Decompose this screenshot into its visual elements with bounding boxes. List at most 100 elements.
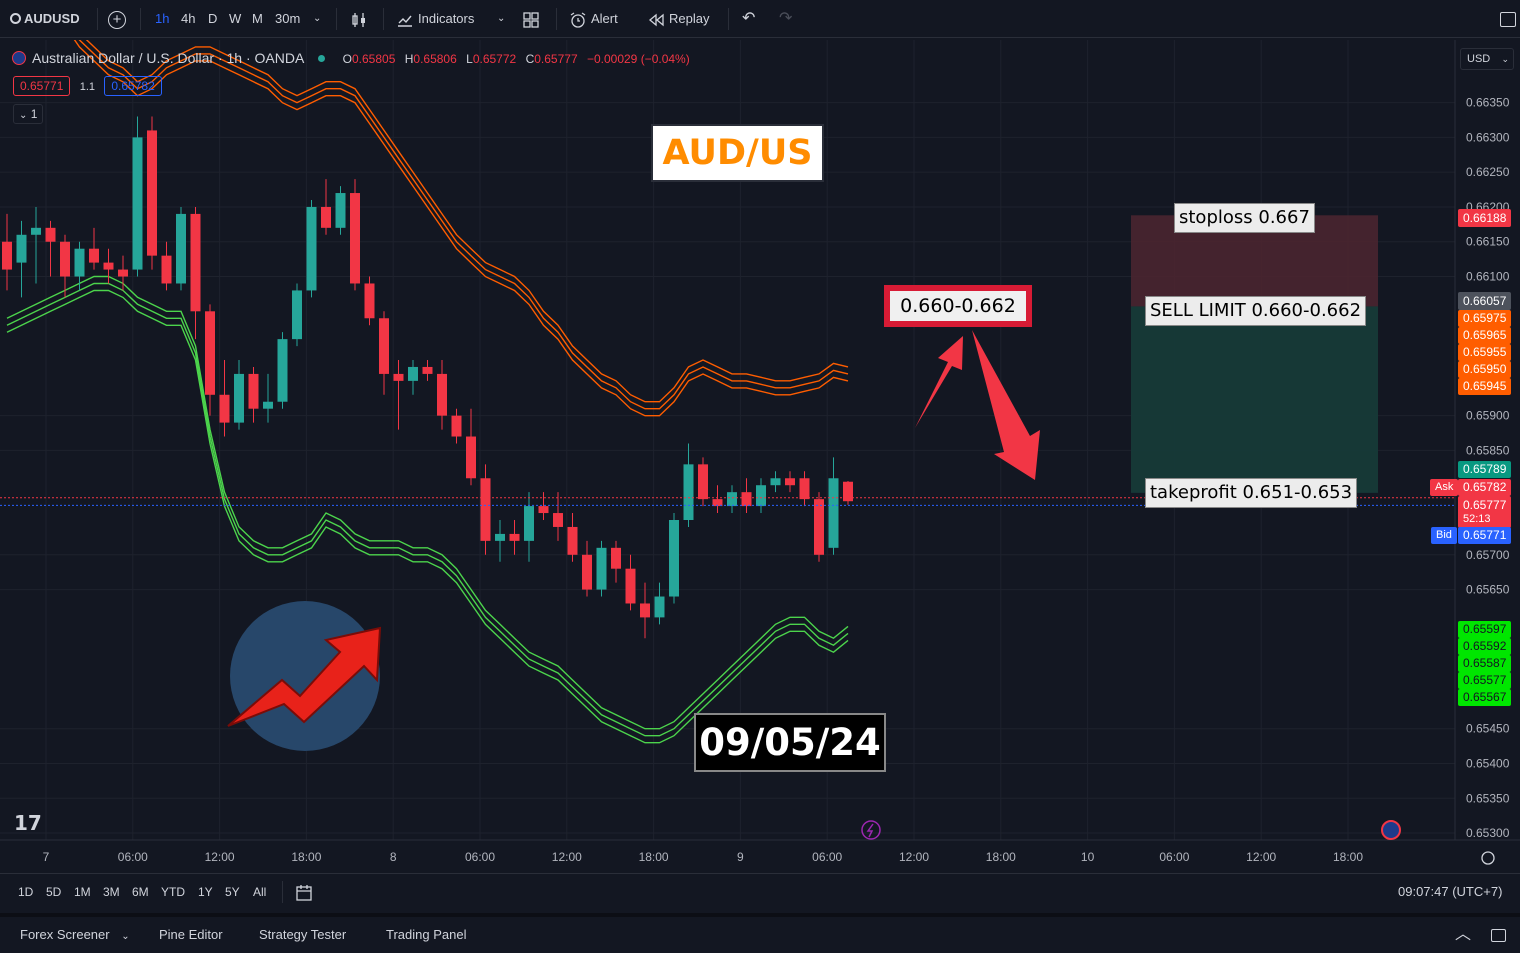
range-5y[interactable]: 5Y	[225, 885, 240, 899]
high-value: 0.65806	[413, 52, 457, 66]
interval-dropdown-chevron-icon[interactable]: ⌄	[313, 13, 322, 24]
maximize-panel-button[interactable]	[1491, 917, 1506, 953]
interval-d[interactable]: D	[208, 11, 218, 26]
chevron-down-icon: ⌄	[1501, 54, 1509, 64]
candle	[727, 485, 737, 514]
symbol-title[interactable]: Australian Dollar / U.S. Dollar · 1h · O…	[32, 50, 305, 66]
time-tick-label: 18:00	[639, 850, 669, 864]
lower-band-label-4: 0.65577	[1458, 672, 1512, 689]
redo-button[interactable]: ↷	[779, 0, 792, 38]
range-5d[interactable]: 5D	[46, 885, 62, 899]
stoploss-price-label: 0.66188	[1458, 209, 1512, 227]
bar-countdown: 52:13	[1463, 513, 1491, 525]
replay-label: Replay	[669, 11, 710, 26]
candle	[843, 481, 853, 505]
interval-1h[interactable]: 1h	[155, 11, 170, 26]
replay-button[interactable]: Replay	[647, 0, 709, 38]
open-value: 0.65805	[352, 52, 396, 66]
candle	[306, 200, 317, 298]
candle	[611, 540, 621, 583]
tab-forex-screener[interactable]: Forex Screener ⌄	[20, 917, 130, 953]
settings-gear-icon[interactable]	[1481, 851, 1495, 865]
interval-w[interactable]: W	[229, 11, 242, 26]
tab-trading-panel[interactable]: Trading Panel	[386, 927, 467, 942]
price-tick-label: 0.65300	[1466, 826, 1510, 840]
currency-label: USD	[1467, 53, 1491, 65]
clock-timezone[interactable]: 09:07:47 (UTC+7)	[1398, 884, 1503, 899]
interval-30m[interactable]: 30m	[275, 11, 301, 26]
candle	[451, 408, 462, 444]
indicators-button[interactable]: Indicators	[396, 0, 474, 38]
lightning-icon[interactable]	[861, 820, 881, 840]
bollinger-bands	[6, 40, 849, 744]
candle-body	[74, 248, 85, 277]
layouts-button[interactable]	[522, 0, 540, 38]
indicators-label: Indicators	[418, 11, 475, 26]
range-1d[interactable]: 1D	[18, 885, 34, 899]
range-6m[interactable]: 6M	[132, 885, 149, 899]
candle	[567, 513, 578, 562]
time-tick-label: 12:00	[899, 850, 929, 864]
range-all[interactable]: All	[253, 885, 267, 899]
time-tick-label: 7	[43, 850, 50, 864]
close-label: C	[525, 52, 535, 66]
candle-body	[582, 554, 592, 590]
takeprofit-annotation[interactable]: takeprofit 0.651-0.653	[1145, 478, 1358, 508]
candle	[263, 373, 273, 423]
pair-annotation[interactable]: AUD/US	[651, 124, 824, 182]
candle	[683, 443, 694, 527]
range-ytd[interactable]: YTD	[161, 885, 185, 899]
date-annotation[interactable]: 09/05/24	[694, 713, 886, 772]
range-1y[interactable]: 1Y	[198, 885, 213, 899]
entry-zone-annotation[interactable]: 0.660-0.662	[884, 285, 1032, 327]
candles	[2, 116, 853, 639]
undo-button[interactable]: ↶	[742, 0, 755, 38]
candle-body	[103, 262, 114, 270]
sell-limit-annotation[interactable]: SELL LIMIT 0.660-0.662	[1145, 296, 1367, 326]
currency-selector[interactable]: USD ⌄	[1460, 48, 1514, 70]
lower-band-label-3: 0.65587	[1458, 655, 1512, 672]
range-1m[interactable]: 1M	[74, 885, 91, 899]
indicators-dropdown-chevron-icon[interactable]: ⌄	[497, 13, 506, 24]
alert-button[interactable]: Alert	[569, 0, 618, 38]
bid-price-label: 0.65771	[1458, 527, 1512, 544]
tab-pine-editor[interactable]: Pine Editor	[159, 927, 223, 942]
candle	[422, 360, 433, 381]
open-label: O	[342, 52, 352, 66]
indicators-collapse-button[interactable]: ⌄ 1	[13, 104, 44, 124]
candle-body	[669, 520, 679, 597]
tab-strategy-tester[interactable]: Strategy Tester	[259, 927, 347, 942]
redo-icon: ↷	[779, 10, 793, 27]
candle	[161, 241, 172, 291]
goto-date-button[interactable]	[295, 874, 313, 910]
candle-body	[364, 283, 375, 319]
expand-panel-button[interactable]: ︿	[1455, 917, 1471, 953]
bid-tag: Bid	[1431, 527, 1457, 544]
candle-body	[727, 492, 737, 507]
alert-label: Alert	[591, 11, 618, 26]
candle-body	[321, 206, 331, 228]
candle	[321, 179, 331, 235]
candle-body	[741, 492, 752, 507]
time-tick-label: 18:00	[291, 850, 321, 864]
candle	[495, 520, 505, 562]
buy-quote-button[interactable]: 0.65782	[104, 76, 162, 96]
candle	[60, 234, 70, 298]
stoploss-annotation[interactable]: stoploss 0.667	[1174, 203, 1315, 233]
fullscreen-button[interactable]	[1500, 0, 1516, 38]
candle-body	[785, 478, 795, 486]
interval-4h[interactable]: 4h	[181, 11, 196, 26]
bottom-panel-bar: Forex Screener ⌄ Pine Editor Strategy Te…	[0, 913, 1520, 953]
sell-quote-button[interactable]: 0.65771	[13, 76, 71, 96]
takeprofit-zone	[1131, 306, 1378, 493]
range-3m[interactable]: 3M	[103, 885, 120, 899]
us-flag-event-icon[interactable]	[1381, 820, 1401, 840]
candle-body	[770, 478, 781, 486]
candle-body	[277, 339, 288, 402]
interval-m[interactable]: M	[252, 11, 263, 26]
symbol-search-button[interactable]: AUDUSD	[10, 0, 80, 38]
compare-button[interactable]: +	[108, 0, 126, 38]
chart-type-button[interactable]	[350, 0, 368, 38]
maximize-icon	[1491, 929, 1506, 943]
candle-body	[422, 366, 433, 374]
